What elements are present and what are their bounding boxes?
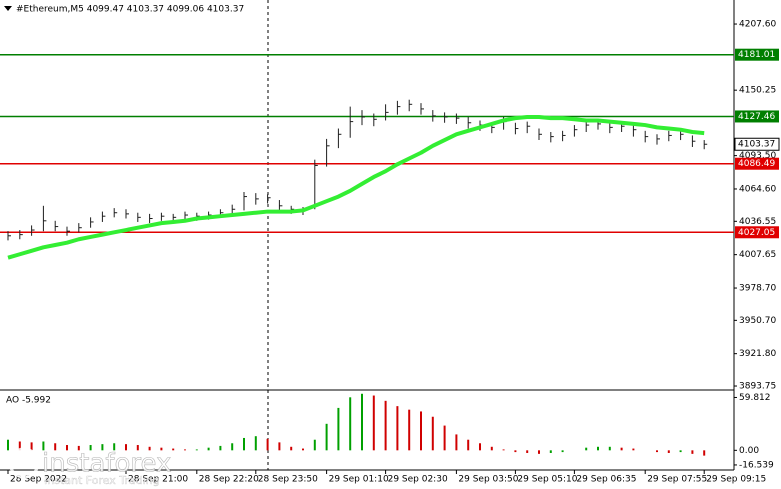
level-box — [735, 226, 779, 239]
x-tick-label: 29 Sep 05:10 — [517, 475, 577, 485]
level-box — [735, 48, 779, 61]
y-tick-label: 4007.65 — [739, 250, 776, 260]
ao-tick-label: 0.00 — [739, 446, 759, 456]
level-label: 4027.05 — [738, 228, 775, 238]
y-tick-label: 4207.60 — [739, 20, 776, 30]
level-label: 4127.46 — [738, 112, 775, 122]
y-tick-label: 4036.55 — [739, 217, 776, 227]
x-tick-label: 28 Sep 23:50 — [258, 475, 318, 485]
ma-line — [7, 114, 705, 260]
x-tick-label: 29 Sep 07:55 — [647, 475, 707, 485]
level-box — [735, 157, 779, 170]
level-label: 4086.49 — [738, 159, 775, 169]
watermark-brand: instaforex — [42, 449, 171, 479]
x-tick-label: 28 Sep 21:00 — [128, 475, 188, 485]
x-tick-label: 29 Sep 09:15 — [706, 475, 766, 485]
ao-title: AO -5.992 — [6, 396, 51, 406]
chart-title: #Ethereum,M5 4099.47 4103.37 4099.06 410… — [16, 5, 244, 15]
y-tick-label: 3978.70 — [739, 284, 776, 294]
level-label: 4181.01 — [738, 50, 775, 60]
y-tick-label: 4150.25 — [739, 86, 776, 96]
x-tick-label: 29 Sep 01:10 — [329, 475, 389, 485]
watermark-slogan: Instant Forex Trading — [44, 474, 160, 487]
price-label: 4103.37 — [738, 140, 775, 150]
x-tick-label: 29 Sep 03:50 — [458, 475, 518, 485]
ao-tick-label: 59.812 — [739, 393, 771, 403]
watermark: instaforex Instant Forex Trading — [8, 447, 172, 487]
logo — [8, 447, 40, 479]
y-tick-label: 4064.60 — [739, 184, 776, 194]
x-tick-label: 29 Sep 06:35 — [576, 475, 636, 485]
y-tick-label: 3950.70 — [739, 316, 776, 326]
menu-triangle — [4, 6, 12, 11]
x-tick-label: 29 Sep 02:30 — [388, 475, 448, 485]
x-tick-label: 28 Sep 2022 — [10, 475, 67, 485]
price-box — [734, 137, 780, 151]
y-tick-label: 3893.75 — [739, 382, 776, 392]
y-tick-label: 3921.80 — [739, 349, 776, 359]
y-tick-label: 4093.50 — [739, 151, 776, 161]
ao-tick-label: -16.539 — [739, 460, 774, 470]
level-box — [735, 110, 779, 123]
x-tick-label: 28 Sep 22:20 — [199, 475, 259, 485]
